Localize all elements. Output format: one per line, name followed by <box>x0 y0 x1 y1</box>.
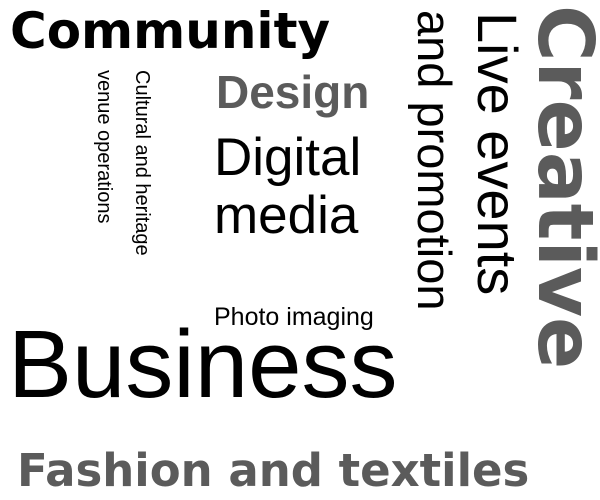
word-creative: Creative <box>520 5 600 370</box>
word-fashion-and-textiles: Fashion and textiles <box>17 444 530 497</box>
word-cultural-and-heritage: Cultural and heritage <box>131 70 153 256</box>
word-and-promotion: and promotion <box>408 10 461 311</box>
word-photo-imaging: Photo imaging <box>214 303 374 331</box>
word-live-events: Live events <box>466 12 529 296</box>
word-venue-operations: venue operations <box>93 70 115 224</box>
word-media: media <box>214 186 359 245</box>
word-design: Design <box>216 66 370 118</box>
word-digital: Digital <box>214 128 362 187</box>
word-business: Business <box>8 311 398 418</box>
word-community: Community <box>10 2 331 60</box>
